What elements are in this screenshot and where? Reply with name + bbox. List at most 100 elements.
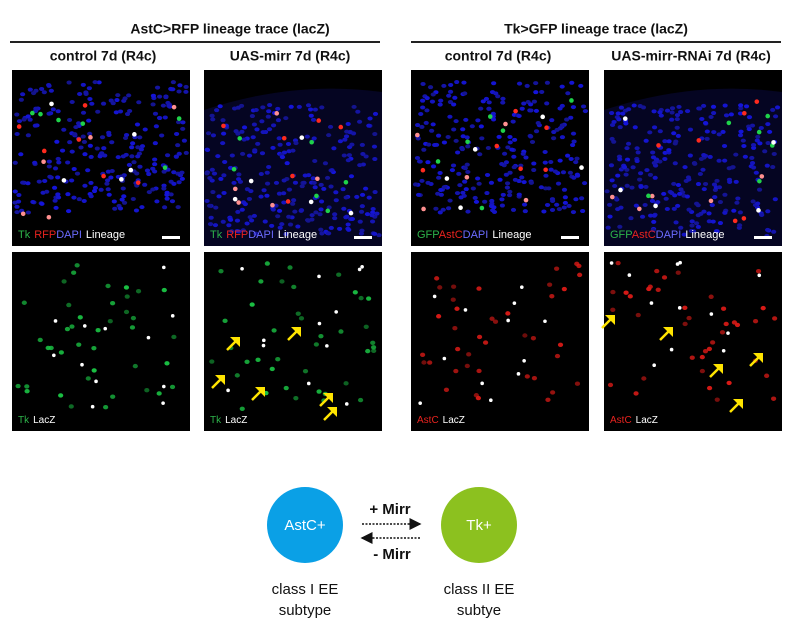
nucleus [267,103,273,108]
nucleus [701,187,707,192]
nucleus [733,179,739,184]
cell [298,316,305,321]
nucleus [304,134,310,139]
nucleus [152,157,158,162]
cell [635,312,641,318]
nucleus [87,143,93,148]
nucleus [570,131,577,136]
nucleus [55,192,61,197]
cell [452,325,458,331]
nucleus [662,139,668,144]
nucleus [655,200,661,205]
cell [561,286,567,292]
cell [505,311,511,316]
nucleus [555,181,562,186]
nucleus [604,189,610,194]
cell [726,380,732,386]
column-label: control 7d (R4c) [445,48,552,64]
nucleus [273,203,279,208]
nucleus [495,94,501,99]
nucleus [669,191,675,196]
cell [465,139,470,145]
nucleus [329,168,335,173]
nucleus [722,158,728,163]
nucleus [18,152,24,157]
nucleus [127,109,133,114]
nucleus [520,151,526,156]
nucleus [420,105,426,110]
yellow-arrow [659,327,673,341]
nucleus [720,129,726,134]
nucleus [451,102,457,107]
yellow-arrow [729,399,743,413]
nucleus [710,104,717,109]
nucleus [740,138,746,143]
channel-label: LacZ [443,415,465,426]
cell [549,294,555,299]
nucleus [490,208,496,213]
cell [244,359,250,364]
cell [232,186,238,192]
nucleus [121,200,128,205]
nucleus [692,161,698,166]
tissue-edge [204,88,382,246]
cell [489,316,495,321]
nucleus [570,143,576,148]
nucleus [465,169,471,174]
nucleus [74,171,81,176]
nucleus [359,142,365,147]
yellow-arrow [323,407,337,421]
nucleus [213,205,219,210]
yellow-arrow [251,387,265,401]
nucleus [527,133,533,138]
image-panel: AstC LacZ [604,252,782,431]
channel-label: Lineage [86,229,125,241]
nucleus [570,210,577,215]
nucleus [248,218,255,223]
lacz-dot [480,381,484,386]
cell [255,357,261,363]
nucleus [212,223,219,228]
nucleus [772,114,779,119]
cell [110,394,116,399]
cell [689,355,695,360]
cell [649,193,655,199]
nucleus [347,130,353,135]
nucleus [447,198,453,203]
cell [162,165,168,170]
cell [357,397,364,403]
nucleus [291,198,297,203]
nucleus [737,111,744,116]
nucleus [53,205,59,210]
lacz-dot [261,343,266,348]
cell [420,352,426,357]
channel-label: DAPI [463,229,489,241]
lacz-dot [317,274,321,279]
lacz-dot [669,347,674,352]
cell [706,385,713,391]
nucleus [231,180,237,185]
nucleus [328,184,334,189]
cell [123,309,130,315]
cell [20,211,26,217]
nucleus [65,160,71,165]
nucleus [337,139,344,144]
nucleus [510,207,517,212]
nucleus [433,206,439,211]
yellow-arrow [319,393,333,407]
nucleus [46,164,52,169]
cell [637,206,642,212]
nucleus [456,171,462,176]
nucleus [39,201,45,206]
lacz-dot [512,301,517,305]
nucleus [277,225,283,230]
nucleus [46,159,52,164]
nucleus [97,154,103,159]
nucleus [91,189,98,194]
nucleus [276,191,283,196]
image-panel: GFPAstCDAPI Lineage [604,70,782,246]
nucleus [457,183,463,188]
nucleus [105,187,111,192]
nucleus [18,97,24,102]
cell [363,324,369,329]
